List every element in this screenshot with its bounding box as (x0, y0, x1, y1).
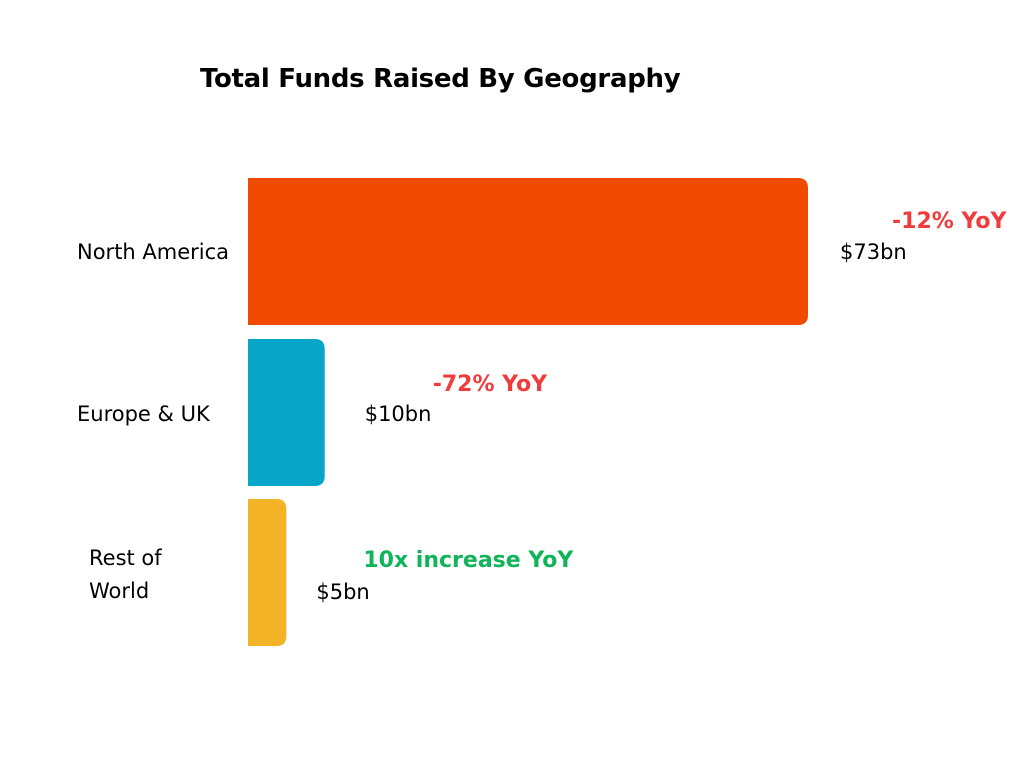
category-label-1: Europe & UK (77, 402, 211, 426)
value-label-2: $5bn (316, 580, 369, 604)
annotation-label-0: -12% YoY (892, 209, 1007, 234)
annotation-label-1: -72% YoY (433, 372, 548, 397)
value-label-0: $73bn (840, 240, 907, 264)
bar-1 (248, 339, 325, 486)
chart-title: Total Funds Raised By Geography (200, 64, 681, 94)
bar-0 (248, 178, 808, 325)
annotation-label-2: 10x increase YoY (363, 548, 574, 573)
value-label-1: $10bn (365, 402, 432, 426)
category-label-2: Rest of World (89, 546, 162, 603)
bar-2 (248, 499, 287, 646)
category-label-0: North America (77, 240, 229, 264)
